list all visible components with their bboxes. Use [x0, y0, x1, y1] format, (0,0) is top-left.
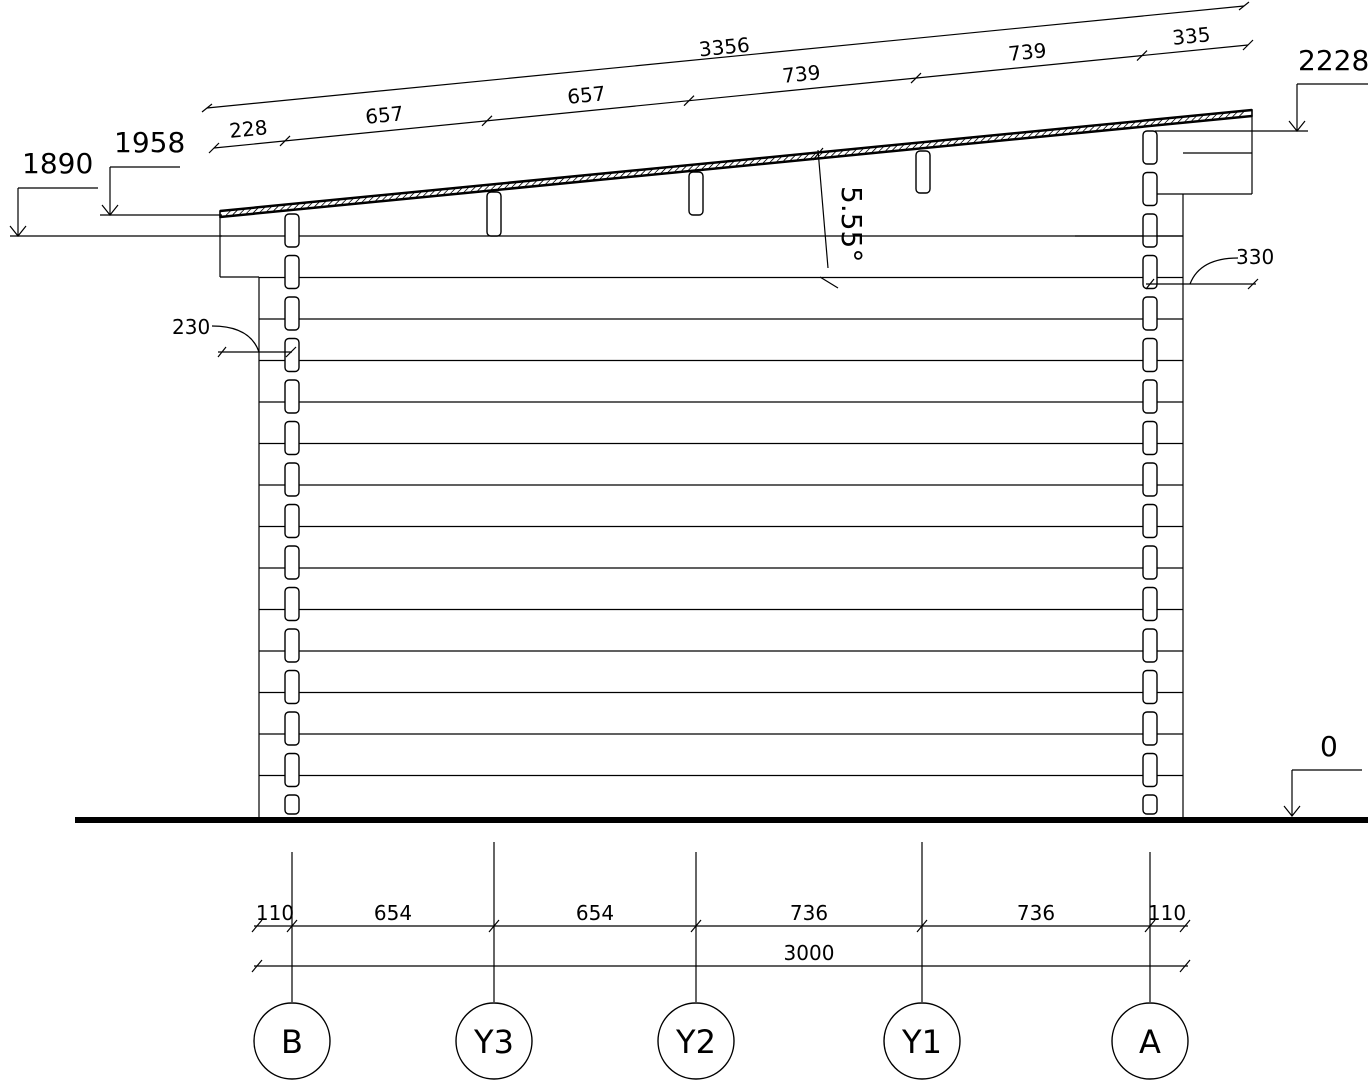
level-marker-1958: 1958	[100, 126, 222, 216]
slope-seg-5-label: 739	[1007, 38, 1047, 66]
bottom-seg-4-label: 736	[790, 901, 828, 925]
purlins	[486, 150, 931, 237]
corner-logs-left	[284, 213, 300, 815]
bottom-seg-5-label: 736	[1017, 901, 1055, 925]
level-1958-label: 1958	[114, 126, 185, 159]
bottom-seg-1-label: 110	[256, 901, 294, 925]
slope-seg-2-label: 657	[364, 101, 404, 129]
corner-logs-right	[1142, 130, 1158, 815]
bottom-dimensions: 110 654 654 736 736 110 3000	[251, 901, 1191, 973]
roof	[219, 108, 1253, 219]
slope-seg-3-label: 657	[566, 81, 606, 109]
level-2228-label: 2228	[1298, 44, 1369, 77]
slope-dimensions: 3356 228 657 657 739 739 335	[201, 1, 1254, 154]
overhang-right-label: 330	[1236, 245, 1274, 269]
overhang-left-label: 230	[172, 315, 210, 339]
overhang-right: 330	[1145, 245, 1274, 290]
bottom-seg-3-label: 654	[576, 901, 614, 925]
slope-seg-6-label: 335	[1171, 22, 1211, 50]
axis-a-label: A	[1139, 1023, 1161, 1061]
overhang-left: 230	[172, 315, 297, 358]
level-1890-label: 1890	[22, 147, 93, 180]
level-marker-1890: 1890	[9, 147, 222, 237]
plan-axes	[291, 842, 1151, 1002]
axis-b-label: B	[281, 1023, 303, 1061]
angle-label: 5.55°	[835, 186, 868, 262]
bottom-seg-6-label: 110	[1148, 901, 1186, 925]
log-courses	[220, 152, 1252, 777]
level-marker-0: 0	[1283, 730, 1362, 817]
bottom-total-label: 3000	[784, 941, 835, 965]
axis-bubble-y3: Y3	[455, 1002, 533, 1080]
slope-seg-1-label: 228	[228, 115, 268, 143]
level-0-label: 0	[1320, 730, 1338, 763]
axis-y1-label: Y1	[901, 1023, 942, 1061]
axis-bubble-y1: Y1	[883, 1002, 961, 1080]
axis-bubble-b: B	[253, 1002, 331, 1080]
axis-y2-label: Y2	[675, 1023, 716, 1061]
axis-y3-label: Y3	[473, 1023, 514, 1061]
wall	[219, 115, 1253, 818]
axis-bubble-y2: Y2	[657, 1002, 735, 1080]
slope-total-label: 3356	[698, 33, 751, 62]
level-marker-2228: 2228	[1155, 44, 1369, 132]
roof-angle: 5.55°	[812, 147, 1183, 289]
axis-bubble-a: A	[1111, 1002, 1189, 1080]
bottom-seg-2-label: 654	[374, 901, 412, 925]
slope-seg-4-label: 739	[781, 60, 821, 88]
